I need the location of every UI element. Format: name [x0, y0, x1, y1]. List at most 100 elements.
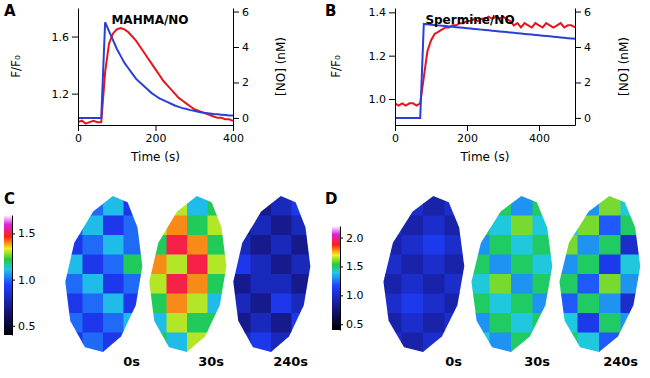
- heatmap-cell: [511, 294, 533, 314]
- image-label: 240s: [603, 354, 638, 369]
- heatmap-cell: [402, 294, 424, 314]
- color-bar: [332, 226, 340, 330]
- heatmap-cell: [230, 216, 251, 236]
- heatmap-cell: [423, 274, 445, 294]
- heatmap-cell: [62, 333, 83, 353]
- heatmap-cell: [556, 255, 578, 275]
- heatmap-cell: [380, 294, 402, 314]
- tick-mark: [233, 12, 239, 13]
- heatmap-cell: [423, 255, 445, 275]
- heatmap-cell: [103, 294, 124, 314]
- tick-label: 0: [392, 132, 399, 145]
- heatmap-cell: [621, 196, 643, 216]
- heatmap-cell: [511, 216, 533, 236]
- heatmap-cell: [599, 216, 621, 236]
- heatmap-cell: [402, 216, 424, 236]
- figure: 02004001.21.60246AMAHMA/NOTime (s)F/F₀[N…: [0, 0, 650, 378]
- heatmap-cell: [490, 235, 512, 255]
- cell-image: [468, 196, 555, 353]
- heatmap-cell: [423, 216, 445, 236]
- heatmap-cell: [380, 216, 402, 236]
- heatmap-cell: [124, 235, 145, 255]
- heatmap-cell: [490, 274, 512, 294]
- heatmap-cell: [167, 313, 188, 333]
- heatmap-cell: [556, 235, 578, 255]
- heatmap-cell: [187, 294, 208, 314]
- tick: 400: [223, 125, 244, 145]
- heatmap-cell: [578, 235, 600, 255]
- tick-mark: [340, 324, 343, 325]
- y-axis-title: F/F₀: [329, 55, 343, 78]
- heatmap-cell: [423, 294, 445, 314]
- heatmap-cell: [62, 255, 83, 275]
- cell-image: [556, 196, 643, 353]
- tick-label: 6: [242, 6, 249, 19]
- heatmap-cell: [103, 255, 124, 275]
- heatmap-cell: [445, 216, 467, 236]
- plot-area: [395, 17, 575, 118]
- y2-axis: 0246: [575, 6, 591, 126]
- tick: 400: [529, 125, 550, 145]
- heatmap-cell: [468, 333, 490, 353]
- tick: 0: [75, 125, 82, 145]
- heatmap-cell: [445, 294, 467, 314]
- panel: 02004001.21.60246AMAHMA/NOTime (s)F/F₀[N…: [4, 2, 288, 164]
- heatmap-cell: [445, 333, 467, 353]
- heatmap-cell: [292, 313, 313, 333]
- heatmap-cell: [103, 333, 124, 353]
- heatmap-cell: [533, 196, 555, 216]
- panel: 0.51.01.52.0D0s30s240s: [325, 190, 643, 369]
- heatmap-cell: [271, 333, 292, 353]
- heatmap-cell: [251, 333, 272, 353]
- heatmap-cell: [271, 196, 292, 216]
- y2-axis-title: [NO] (nM): [274, 37, 288, 96]
- axis-line: [396, 125, 576, 126]
- heatmap-cell: [292, 294, 313, 314]
- heatmap-cell: [62, 294, 83, 314]
- x-axis-title: Time (s): [130, 150, 180, 164]
- heatmap-cell: [230, 274, 251, 294]
- axis-line: [78, 9, 79, 126]
- heatmap-cell: [402, 196, 424, 216]
- heatmap-cell: [230, 196, 251, 216]
- tick: 1.5: [340, 260, 364, 273]
- tick-label: 200: [457, 132, 478, 145]
- image-label: 30s: [198, 354, 224, 369]
- heatmap-cell: [62, 313, 83, 333]
- tick-mark: [233, 118, 239, 119]
- tick-mark: [395, 125, 396, 131]
- heatmap-cell: [468, 216, 490, 236]
- heatmap-cell: [621, 294, 643, 314]
- heatmap-cell: [490, 313, 512, 333]
- heatmap-cell: [533, 294, 555, 314]
- color-axis: 0.51.01.52.0: [340, 227, 364, 332]
- series-line: [78, 22, 233, 118]
- title: Spermine/NO: [425, 13, 514, 27]
- x-axis: 0 200 400: [392, 125, 576, 145]
- cell-image: [62, 196, 145, 353]
- heatmap-cell: [599, 294, 621, 314]
- tick-label: 0.5: [346, 318, 364, 331]
- tick-mark: [575, 47, 581, 48]
- heatmap-cell: [208, 313, 229, 333]
- tick: 1.0: [12, 274, 36, 287]
- tick-label: 1.5: [346, 260, 364, 273]
- heatmap-cell: [83, 274, 104, 294]
- heatmap-cell: [423, 196, 445, 216]
- heatmap-cell: [83, 294, 104, 314]
- tick-label: 0: [75, 132, 82, 145]
- heatmap-cell: [490, 196, 512, 216]
- heatmap-cell: [103, 196, 124, 216]
- heatmap-cell: [251, 274, 272, 294]
- tick-mark: [340, 266, 343, 267]
- heatmap-cell: [167, 235, 188, 255]
- axis-line: [233, 9, 234, 126]
- heatmap-cell: [230, 313, 251, 333]
- heatmap-cell: [556, 313, 578, 333]
- heatmap-cell: [83, 235, 104, 255]
- heatmap-cell: [556, 274, 578, 294]
- heatmap-cell: [167, 196, 188, 216]
- tick-label: 1.5: [18, 227, 36, 240]
- y2-axis-title: [NO] (nM): [617, 37, 631, 96]
- heatmap-cell: [124, 216, 145, 236]
